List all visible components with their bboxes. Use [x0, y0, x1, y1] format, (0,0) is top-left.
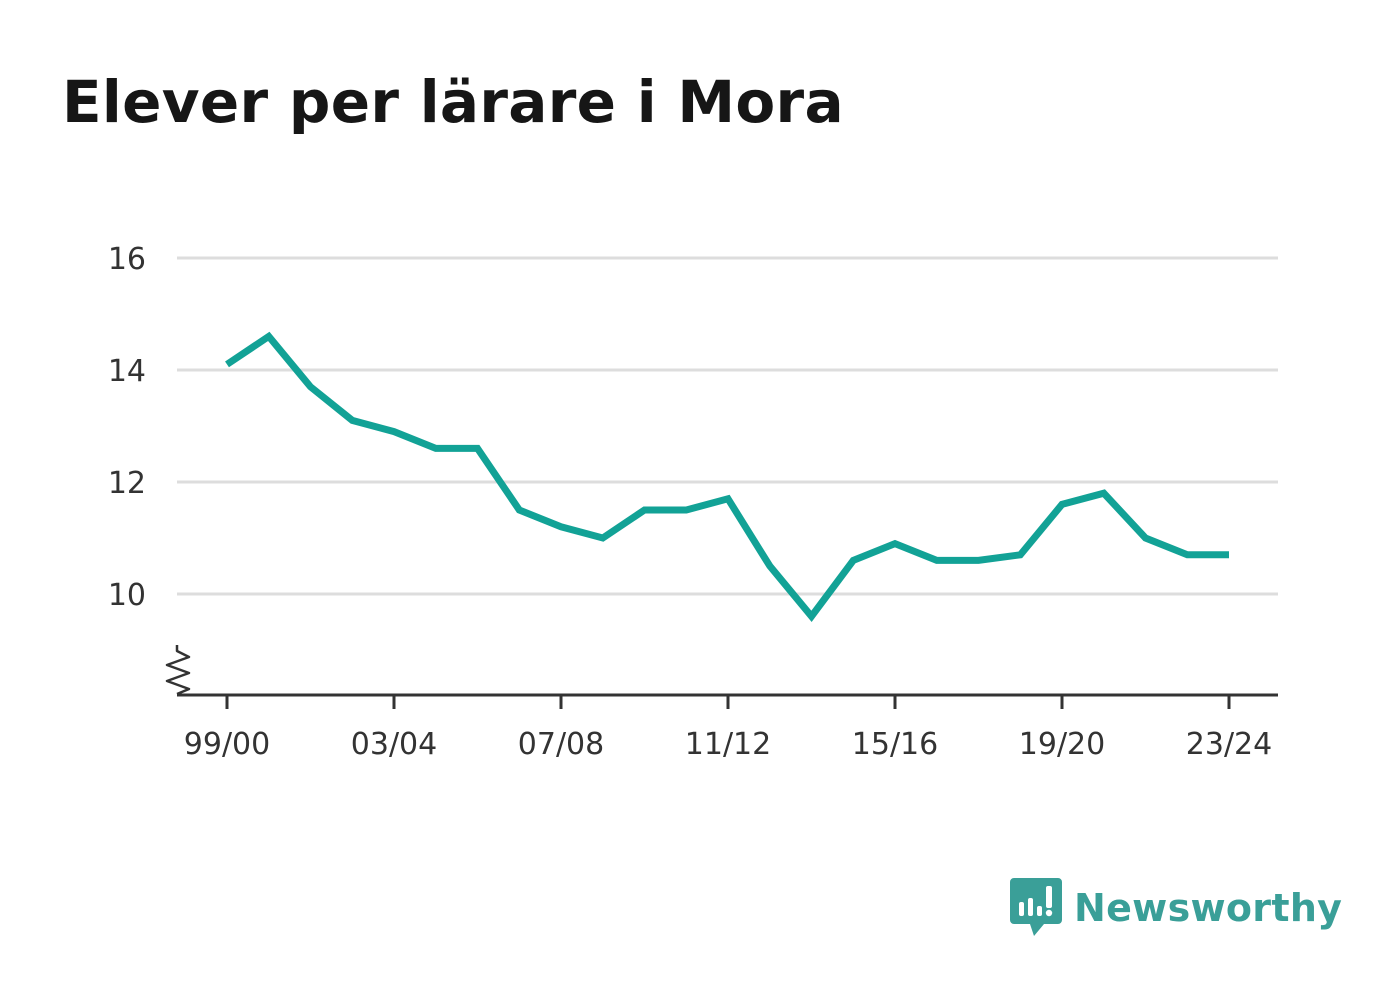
- x-tick-label: 23/24: [1186, 727, 1272, 762]
- data-series: [225, 331, 1229, 623]
- y-axis-break-icon: [165, 645, 191, 696]
- chart-title: Elever per lärare i Mora: [62, 68, 844, 136]
- x-tick-label: 03/04: [351, 727, 437, 762]
- brand-logo: Newsworthy: [1010, 878, 1342, 938]
- x-axis: 99/00 03/04 07/08 11/12 15/16 19/20 23/24: [177, 693, 1278, 762]
- y-tick-label: 10: [108, 578, 146, 613]
- x-tick-label: 07/08: [518, 727, 604, 762]
- x-tick-label: 11/12: [685, 727, 771, 762]
- series-line: [225, 331, 1229, 623]
- brand-name: Newsworthy: [1074, 886, 1343, 930]
- x-tick-label: 15/16: [852, 727, 938, 762]
- y-tick-label: 16: [108, 242, 146, 277]
- y-tick-label: 12: [108, 466, 146, 501]
- grid-lines: [177, 256, 1278, 596]
- x-tick-label: 19/20: [1019, 727, 1105, 762]
- y-tick-label: 14: [108, 354, 146, 389]
- newsworthy-logo-icon: [1010, 878, 1062, 936]
- y-axis-ticks: 10 12 14 16: [108, 242, 146, 613]
- x-tick-label: 99/00: [184, 727, 270, 762]
